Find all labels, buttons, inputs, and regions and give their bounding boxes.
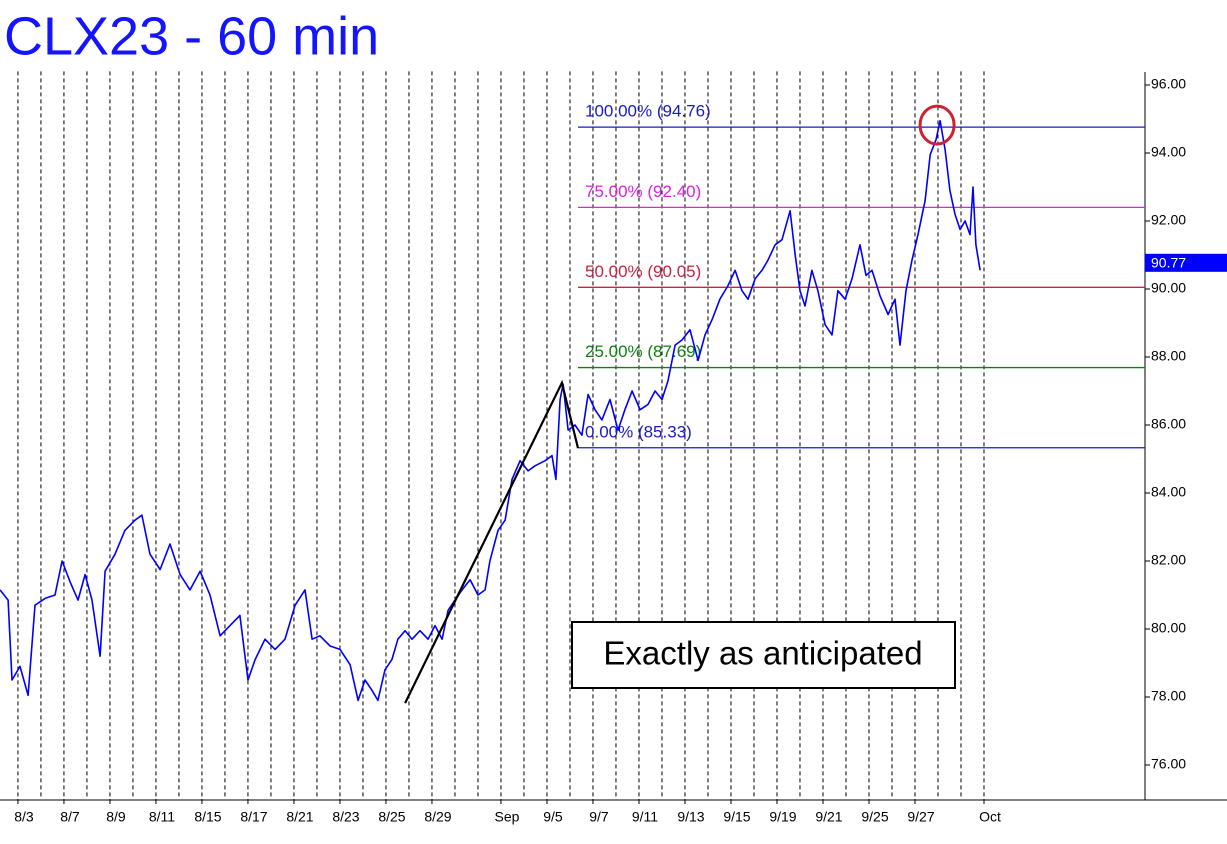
- x-tick-label: 9/13: [677, 809, 704, 825]
- x-tick-label: 8/29: [424, 809, 451, 825]
- x-tick-label: 9/21: [815, 809, 842, 825]
- x-tick-label: 8/9: [106, 809, 126, 825]
- y-tick-label: 76.00: [1151, 756, 1186, 772]
- x-tick-label: 8/21: [286, 809, 313, 825]
- x-tick-label: 8/7: [60, 809, 80, 825]
- fib-label: 75.00% (92.40): [585, 182, 701, 201]
- x-tick-label: 9/15: [723, 809, 750, 825]
- price-line: [0, 119, 981, 702]
- x-tick-label: 8/23: [332, 809, 359, 825]
- x-tick-label: 8/25: [378, 809, 405, 825]
- y-tick-label: 84.00: [1151, 484, 1186, 500]
- y-tick-label: 80.00: [1151, 620, 1186, 636]
- y-tick-label: 78.00: [1151, 688, 1186, 704]
- chart-title: CLX23 - 60 min: [4, 6, 379, 66]
- last-price-label: 90.77: [1151, 255, 1186, 271]
- x-tick-label: 9/5: [543, 809, 563, 825]
- fib-label: 50.00% (90.05): [585, 262, 701, 281]
- x-tick-label: 8/15: [194, 809, 221, 825]
- x-tick-label: Sep: [495, 809, 520, 825]
- last-price-box: [1145, 253, 1227, 272]
- x-tick-label: 8/17: [240, 809, 267, 825]
- x-tick-label: 8/11: [149, 809, 175, 825]
- y-tick-label: 86.00: [1151, 416, 1186, 432]
- highlight-circle: [918, 104, 956, 146]
- x-tick-label: 8/3: [14, 809, 34, 825]
- y-tick-label: 96.00: [1151, 76, 1186, 92]
- y-tick-label: 94.00: [1151, 144, 1186, 160]
- y-tick-label: 88.00: [1151, 348, 1186, 364]
- annotation-box: [571, 621, 956, 689]
- fib-label: 0.00% (85.33): [585, 422, 692, 441]
- x-tick-label: 9/27: [907, 809, 934, 825]
- trend-line: [404, 379, 580, 704]
- y-tick-label: 82.00: [1151, 552, 1186, 568]
- annotation-text: Exactly as anticipated: [603, 635, 922, 672]
- x-tick-label: 9/11: [632, 809, 658, 825]
- x-tick-label: 9/19: [769, 809, 796, 825]
- x-tick-label: Oct: [979, 809, 1001, 825]
- x-tick-label: 9/7: [589, 809, 609, 825]
- y-tick-label: 90.00: [1151, 280, 1186, 296]
- y-tick-label: 92.00: [1151, 212, 1186, 228]
- x-tick-label: 9/25: [861, 809, 888, 825]
- fib-label: 100.00% (94.76): [585, 102, 711, 121]
- fib-label: 25.00% (87.69): [585, 342, 701, 361]
